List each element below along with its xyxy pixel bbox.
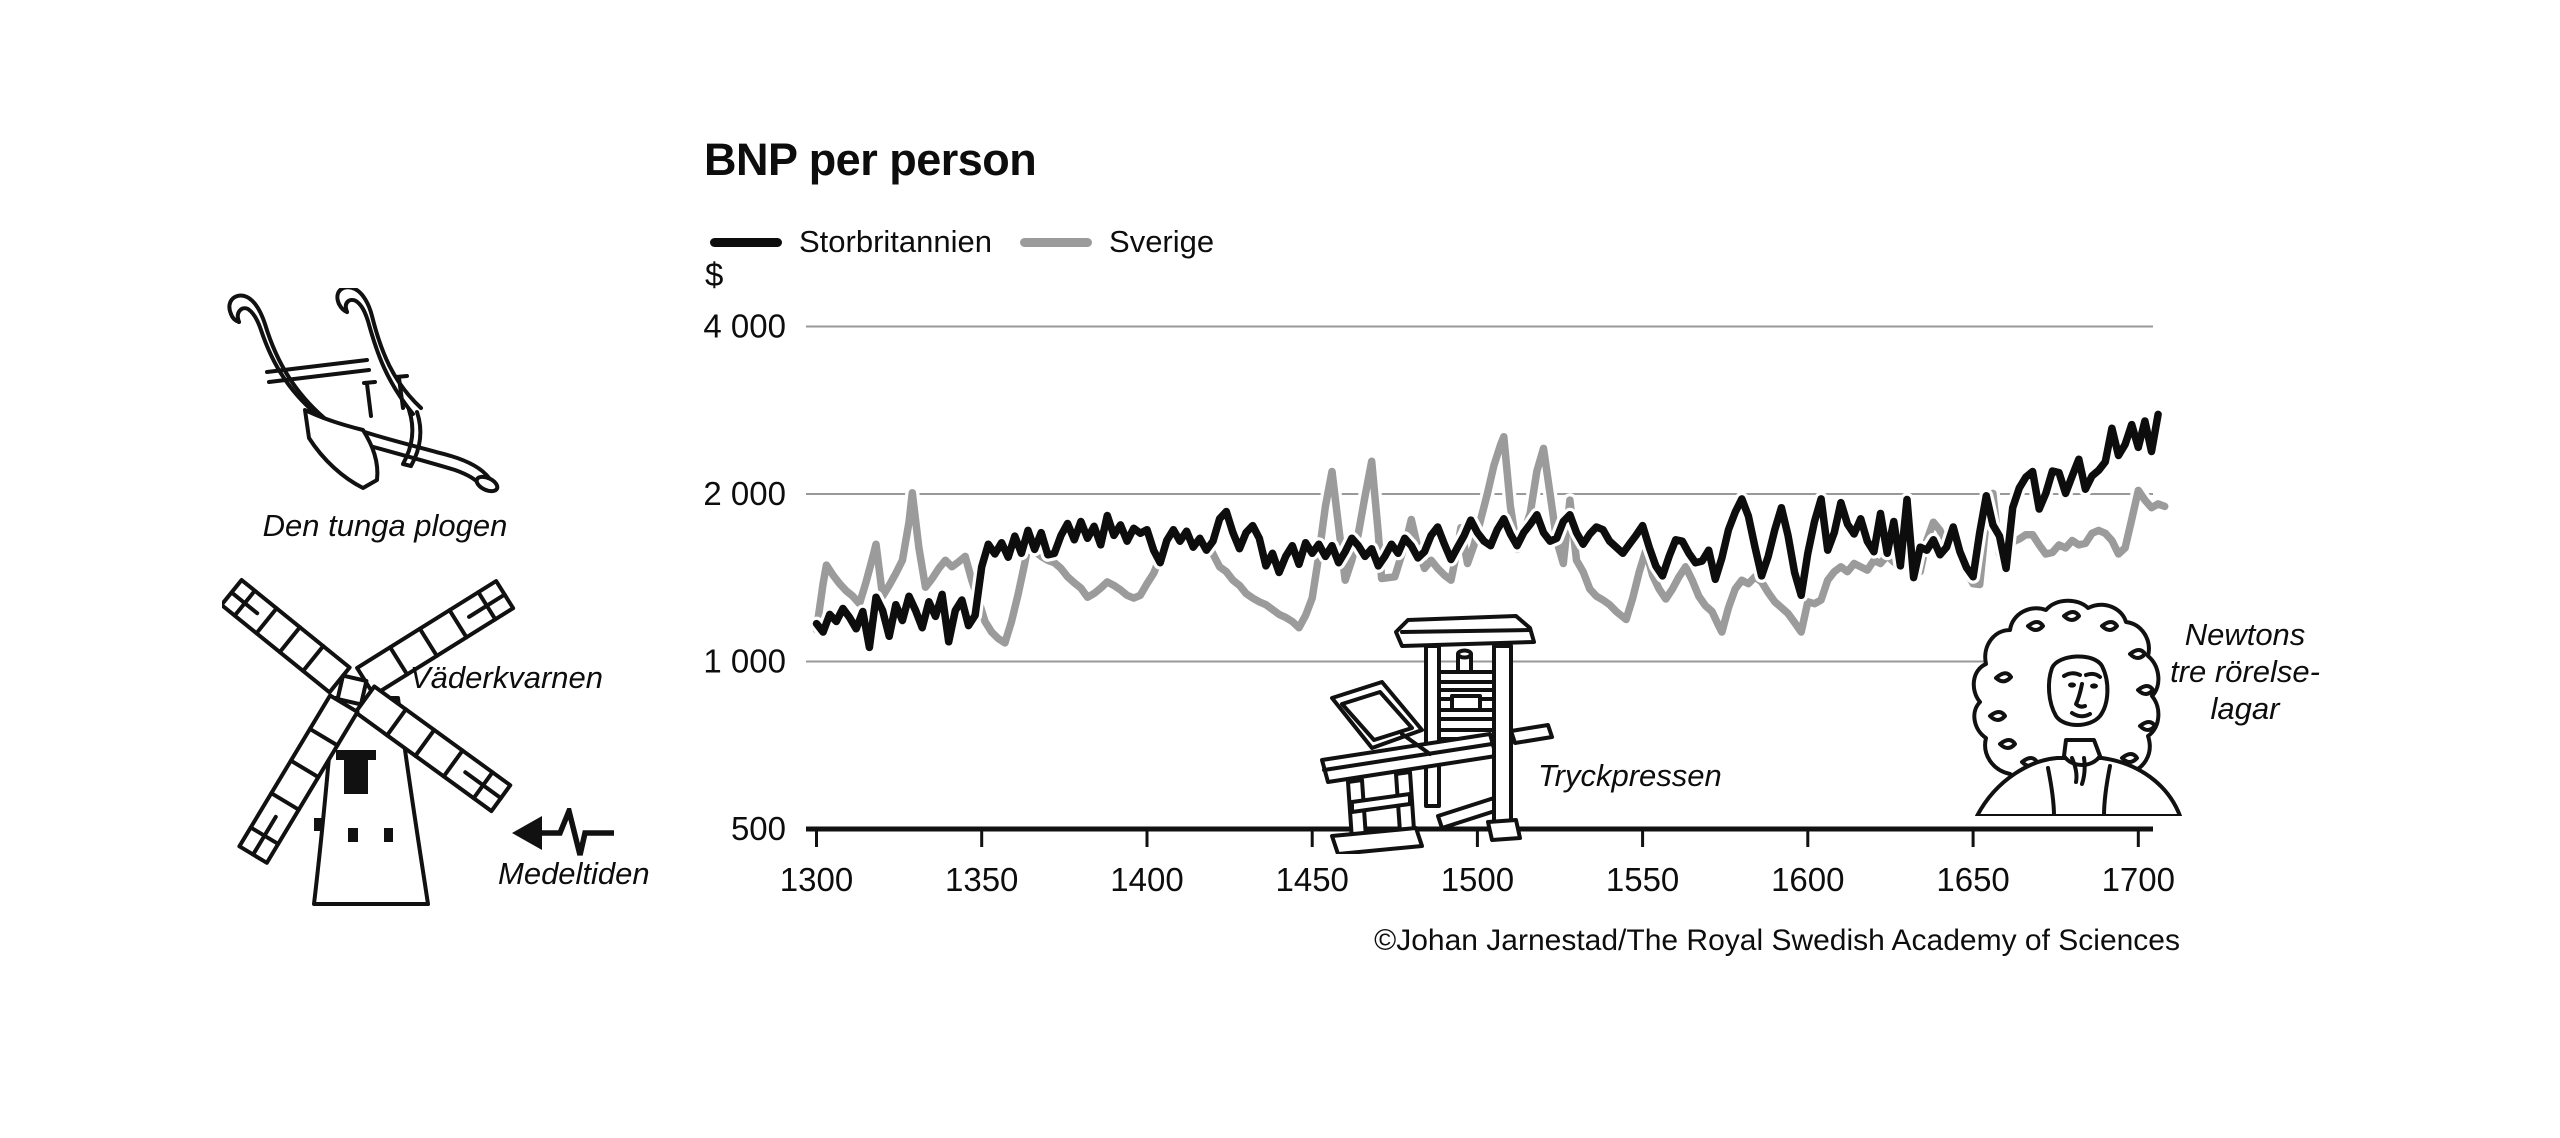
printing-press-icon — [1320, 614, 1554, 854]
x-tick-label-1300: 1300 — [780, 861, 853, 898]
x-tick-label-1550: 1550 — [1606, 861, 1679, 898]
windmill-label: Väderkvarnen — [410, 660, 604, 695]
y-tick-label-1000: 1 000 — [703, 643, 786, 680]
legend-swatch-storbritannien — [710, 237, 782, 247]
medieval-era-arrow-icon — [512, 808, 614, 856]
x-tick-label-1450: 1450 — [1275, 861, 1348, 898]
newton-portrait-icon — [1971, 598, 2182, 816]
y-axis-unit-label: $ — [705, 256, 724, 293]
newton-laws-line3: lagar — [2210, 691, 2280, 726]
copyright-credit: ©Johan Jarnestad/The Royal Swedish Acade… — [1374, 924, 2180, 957]
legend-label-storbritannien: Storbritannien — [799, 224, 993, 259]
series-storbritannien-line — [812, 410, 2162, 652]
medieval-era-label: Medeltiden — [498, 856, 650, 891]
y-tick-label-2000: 2 000 — [703, 475, 786, 512]
chart-legend: Storbritannien Sverige — [710, 224, 1214, 260]
x-tick-label-1500: 1500 — [1441, 861, 1514, 898]
x-tick-label-1650: 1650 — [1936, 861, 2009, 898]
x-tick-label-1700: 1700 — [2102, 861, 2175, 898]
x-tick-label-1400: 1400 — [1110, 861, 1183, 898]
chart-title: BNP per person — [704, 134, 1037, 185]
newton-laws-label: Newtons tre rörelse- lagar — [2150, 616, 2340, 727]
legend-swatch-sverige — [1020, 237, 1093, 247]
plow-label: Den tunga plogen — [262, 508, 508, 543]
legend-label-sverige: Sverige — [1109, 224, 1215, 259]
y-tick-label-4000: 4 000 — [703, 308, 786, 345]
windmill-icon — [222, 578, 516, 906]
printing-press-label: Tryckpressen — [1538, 758, 1722, 793]
x-tick-label-1350: 1350 — [945, 861, 1018, 898]
heavy-plow-icon — [227, 288, 500, 494]
newton-laws-line1: Newtons — [2184, 617, 2306, 652]
newton-laws-line2: tre rörelse- — [2170, 654, 2320, 689]
y-tick-label-500: 500 — [731, 810, 786, 847]
x-tick-label-1600: 1600 — [1771, 861, 1844, 898]
